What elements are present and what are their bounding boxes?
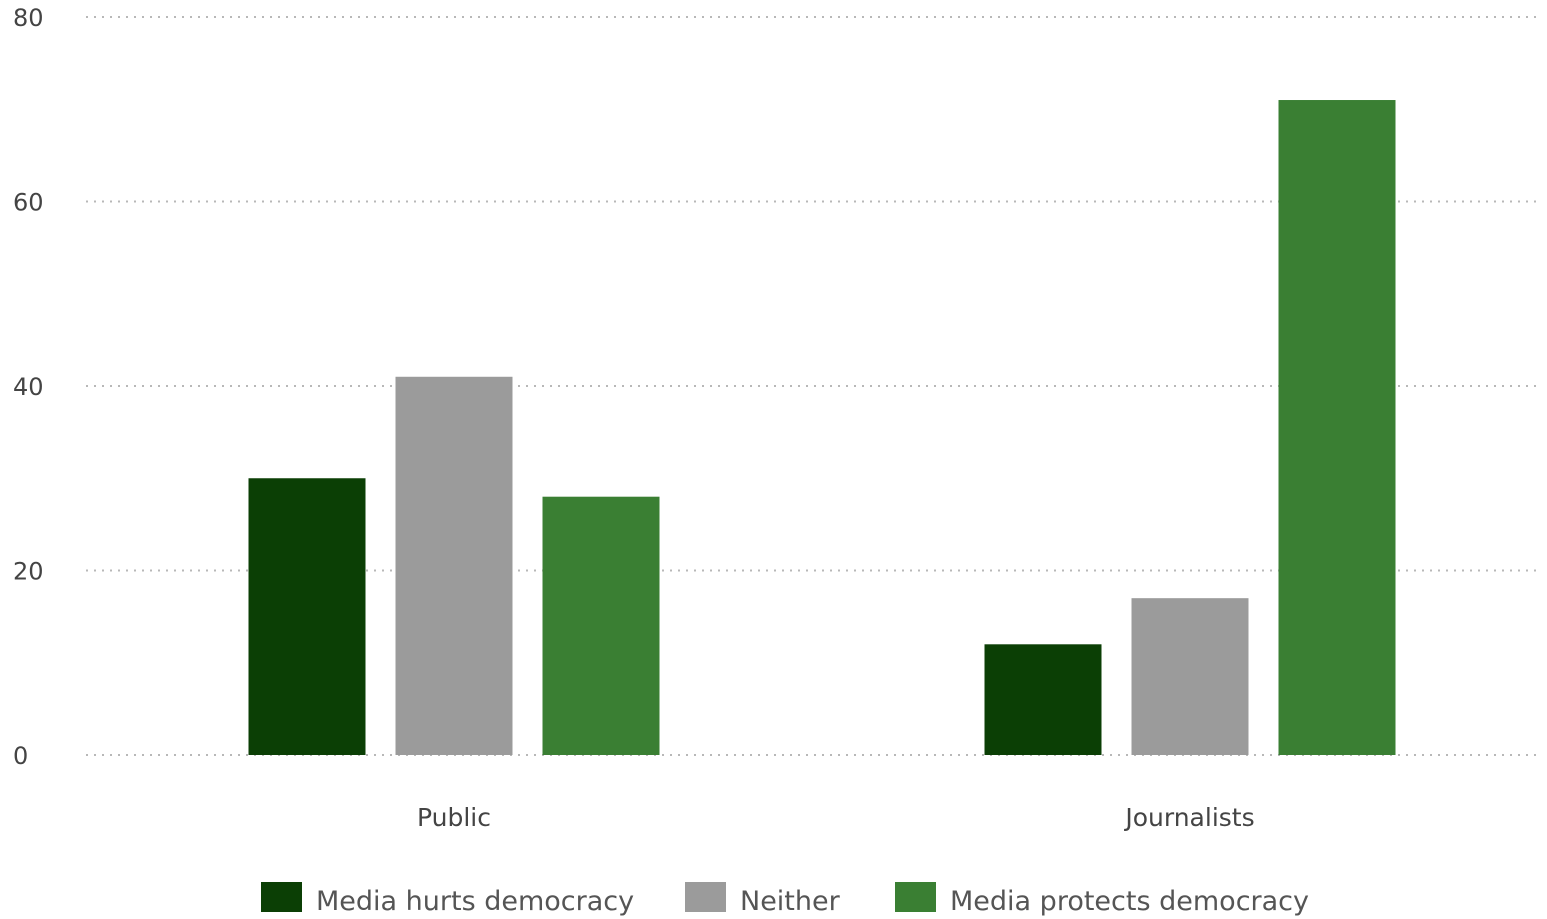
y-tick-label-60: 60 xyxy=(13,189,44,217)
bar-journalists-media-hurts-democracy xyxy=(984,644,1102,755)
bar-public-media-protects-democracy xyxy=(542,496,660,755)
y-tick-label-0: 0 xyxy=(13,742,28,770)
x-category-label-public: Public xyxy=(417,803,491,832)
legend-swatch-neither xyxy=(685,882,726,912)
bar-public-media-hurts-democracy xyxy=(248,478,366,755)
legend-label-media-protects-democracy: Media protects democracy xyxy=(950,886,1309,917)
bars xyxy=(248,100,1396,755)
y-tick-label-80: 80 xyxy=(13,4,44,32)
legend-swatch-media-hurts-democracy xyxy=(261,882,302,912)
bar-public-neither xyxy=(395,376,513,755)
legend-label-media-hurts-democracy: Media hurts democracy xyxy=(316,886,634,917)
x-axis-categories: Public Journalists xyxy=(417,803,1255,832)
y-tick-label-40: 40 xyxy=(13,373,44,401)
legend-swatch-media-protects-democracy xyxy=(895,882,936,912)
legend-label-neither: Neither xyxy=(740,886,841,917)
y-tick-label-20: 20 xyxy=(13,558,44,586)
bar-journalists-media-protects-democracy xyxy=(1278,100,1396,755)
y-axis-ticks: 0 20 40 60 80 xyxy=(13,4,44,770)
bar-journalists-neither xyxy=(1131,598,1249,755)
legend: Media hurts democracy Neither Media protec… xyxy=(261,882,1309,917)
x-category-label-journalists: Journalists xyxy=(1123,803,1254,832)
